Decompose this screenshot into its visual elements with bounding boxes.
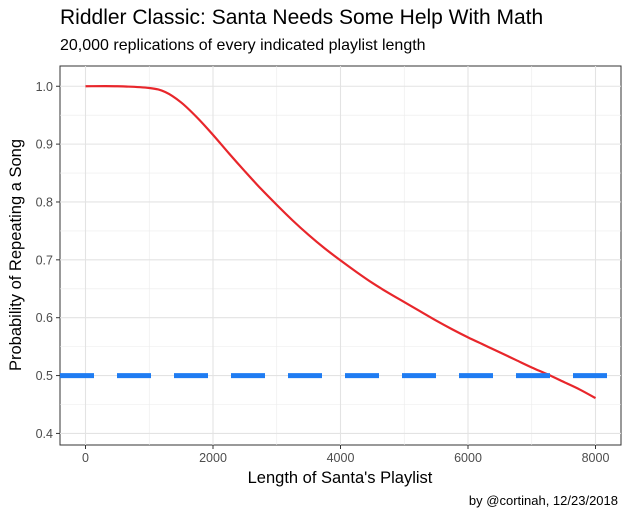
- series-line: [85, 85, 597, 400]
- x-tick-label: 2000: [199, 451, 227, 465]
- chart-title: Riddler Classic: Santa Needs Some Help W…: [60, 6, 544, 29]
- y-tick-label: 1.0: [36, 80, 53, 94]
- axis-ticks: 0 2000 4000 6000 8000 0.4 0.5 0.6 0.7 0.8 0.9 1.0: [36, 80, 610, 465]
- y-tick-label: 0.6: [36, 311, 53, 325]
- chart-subtitle: 20,000 replications of every indicated p…: [60, 37, 426, 54]
- x-tick-label: 4000: [327, 451, 355, 465]
- y-tick-label: 0.9: [36, 138, 53, 152]
- series-layer: [85, 85, 597, 400]
- y-tick-label: 0.4: [36, 427, 53, 441]
- x-tick-label: 0: [82, 451, 89, 465]
- y-tick-label: 0.7: [36, 253, 53, 267]
- y-tick-label: 0.8: [36, 195, 53, 209]
- y-tick-label: 0.5: [36, 369, 53, 383]
- y-axis-title: Probability of Repeating a Song: [7, 139, 25, 371]
- x-tick-label: 6000: [454, 451, 482, 465]
- chart-caption: by @cortinah, 12/23/2018: [468, 493, 618, 508]
- x-axis-title: Length of Santa's Playlist: [248, 469, 433, 487]
- x-tick-label: 8000: [582, 451, 610, 465]
